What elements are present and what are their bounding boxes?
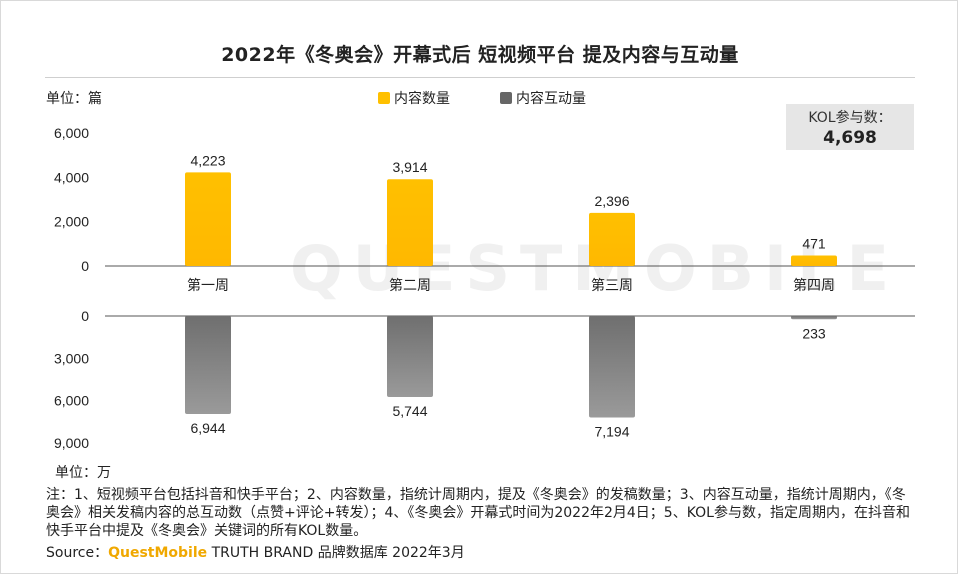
legend-swatch-yellow xyxy=(378,92,390,104)
y-tick-label: 3,000 xyxy=(54,350,89,366)
source-prefix: Source： xyxy=(46,545,109,561)
category-label: 第二周 xyxy=(389,277,431,294)
footnote: 注：1、短视频平台包括抖音和快手平台；2、内容数量，指统计周期内，提及《冬奥会》… xyxy=(46,487,910,539)
y-tick-label: 0 xyxy=(81,308,89,324)
category-label: 第一周 xyxy=(187,277,229,294)
source-brand: QuestMobile xyxy=(108,545,208,561)
legend-item-content-count: 内容数量 xyxy=(378,88,450,108)
data-label: 7,194 xyxy=(594,424,629,440)
source-line: Source：QuestMobile TRUTH BRAND 品牌数据库 202… xyxy=(46,542,465,562)
content-count-chart: 0 2,000 4,000 6,000 4,223 第一周 3,914 第二周 2,396 第三周… xyxy=(54,125,915,294)
bar-interaction xyxy=(185,316,231,414)
bar-content-count xyxy=(387,179,433,266)
bar-content-count xyxy=(791,255,837,266)
category-label: 第三周 xyxy=(591,277,633,294)
kol-count-box: KOL参与数： 4,698 xyxy=(786,104,914,150)
bar-content-count xyxy=(589,212,635,266)
data-label: 233 xyxy=(802,325,826,341)
legend-label-content-count: 内容数量 xyxy=(394,91,450,107)
kol-label: KOL参与数： xyxy=(808,110,892,126)
legend-item-interaction: 内容互动量 xyxy=(500,88,586,108)
source-suffix: TRUTH BRAND 品牌数据库 2022年3月 xyxy=(207,545,465,561)
data-label: 2,396 xyxy=(594,193,629,209)
y-tick-label: 4,000 xyxy=(54,169,89,185)
legend-label-interaction: 内容互动量 xyxy=(516,91,586,107)
interaction-chart: 0 3,000 6,000 9,000 6,944 5,744 7,194 233 xyxy=(54,308,915,451)
bar-content-count xyxy=(185,172,231,266)
bar-interaction xyxy=(387,316,433,398)
data-label: 3,914 xyxy=(392,159,427,175)
bar-interaction xyxy=(589,316,635,418)
y-tick-label: 6,000 xyxy=(54,125,89,141)
unit-top-label: 单位：篇 xyxy=(46,91,102,107)
data-label: 6,944 xyxy=(190,420,225,436)
y-tick-label: 2,000 xyxy=(54,214,89,230)
y-tick-label: 6,000 xyxy=(54,393,89,409)
y-tick-label: 0 xyxy=(81,258,89,274)
data-label: 5,744 xyxy=(392,403,427,419)
bar-interaction xyxy=(791,316,837,320)
data-label: 4,223 xyxy=(190,152,225,168)
data-label: 471 xyxy=(802,236,826,252)
chart-title: 2022年《冬奥会》开幕式后 短视频平台 提及内容与互动量 xyxy=(221,44,739,66)
title-divider xyxy=(45,77,915,78)
legend-swatch-gray xyxy=(500,92,512,104)
y-tick-label: 9,000 xyxy=(54,435,89,451)
kol-value: 4,698 xyxy=(823,128,877,148)
unit-bottom-label: 单位：万 xyxy=(55,465,111,481)
category-label: 第四周 xyxy=(793,277,835,294)
